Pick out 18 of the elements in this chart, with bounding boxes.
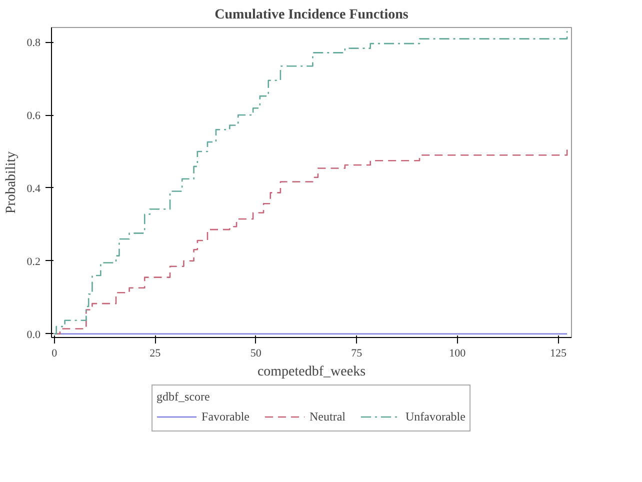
y-axis-title: Probability: [4, 151, 19, 214]
x-tick-label: 50: [250, 348, 262, 360]
legend-title: gdbf_score: [156, 390, 211, 404]
legend-label: Unfavorable: [405, 409, 466, 424]
y-tick-label: 0.0: [26, 328, 41, 341]
y-tick-label: 0.6: [26, 110, 41, 122]
y-tick-label: 0.8: [26, 37, 41, 50]
legend-label: Favorable: [202, 409, 250, 424]
chart-title: Cumulative Incidence Functions: [214, 8, 409, 22]
legend-label: Neutral: [310, 409, 346, 424]
x-tick-label: 125: [550, 348, 567, 360]
x-tick-label: 25: [150, 348, 162, 360]
x-axis-title: competedbf_weeks: [257, 364, 366, 380]
y-tick-label: 0.4: [26, 182, 41, 195]
y-tick-label: 0.2: [26, 256, 40, 268]
x-tick-label: 100: [449, 348, 466, 360]
x-tick-label: 0: [52, 348, 58, 360]
x-tick-label: 75: [351, 348, 363, 360]
